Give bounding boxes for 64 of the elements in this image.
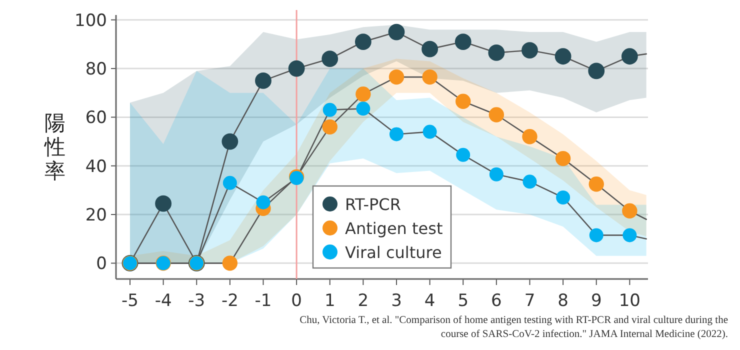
x-tick-label: -5 xyxy=(122,291,138,311)
point xyxy=(554,48,572,65)
point xyxy=(454,34,472,50)
point xyxy=(522,129,538,144)
x-tick-label: 3 xyxy=(391,291,402,311)
point xyxy=(222,176,237,190)
point xyxy=(356,102,370,116)
x-tick-label: 7 xyxy=(524,291,536,311)
x-tick-label: 9 xyxy=(590,291,602,311)
point xyxy=(155,195,172,212)
point xyxy=(388,24,405,40)
y-tick-label: 100 xyxy=(74,10,107,31)
y-tick-label: 20 xyxy=(85,206,107,226)
x-tick-label: 4 xyxy=(424,291,436,311)
point xyxy=(222,256,238,271)
text: Chu, Victoria T., et al. "Comparison of home antigen testing with RT-PCR and viral culture during the course of SARS-CoV-2 infection." JAMA Internal Medicine (2022). xyxy=(298,314,728,342)
x-tick-label: -3 xyxy=(188,291,206,311)
point xyxy=(256,195,270,210)
point xyxy=(622,228,637,242)
point xyxy=(322,50,338,67)
legend-label: Antigen test xyxy=(345,219,443,238)
point xyxy=(422,124,437,139)
point xyxy=(522,174,537,189)
point xyxy=(522,42,538,58)
x-tick-label: 1 xyxy=(324,291,336,311)
point xyxy=(588,176,604,192)
point xyxy=(255,72,272,89)
point xyxy=(621,48,638,65)
y-tick-label: 40 xyxy=(85,156,107,177)
point xyxy=(588,62,605,80)
y-tick-label: 0 xyxy=(96,254,107,274)
point xyxy=(556,190,570,204)
point xyxy=(555,150,571,166)
x-tick-label: 8 xyxy=(558,291,568,311)
x-tick-label: -4 xyxy=(154,291,172,311)
point xyxy=(354,34,372,50)
point xyxy=(422,40,438,58)
y-axis-title: 陽性率 xyxy=(44,111,66,183)
point xyxy=(222,133,238,150)
point xyxy=(389,127,404,142)
legend-label: Viral culture xyxy=(345,243,442,262)
legend-label: RT-PCR xyxy=(345,195,401,214)
point xyxy=(356,86,371,102)
y-tick-label: 60 xyxy=(85,108,107,128)
point xyxy=(422,69,438,85)
point xyxy=(456,94,471,109)
point xyxy=(589,228,604,242)
x-tick-label: 10 xyxy=(618,291,640,311)
point xyxy=(322,102,337,117)
point xyxy=(322,119,338,135)
x-tick-label: 0 xyxy=(291,291,302,311)
point xyxy=(388,69,404,85)
x-tick-label: -2 xyxy=(221,291,238,311)
point xyxy=(489,167,504,182)
x-tick-label: -1 xyxy=(254,291,272,311)
x-tick-label: 5 xyxy=(458,291,469,311)
x-tick-label: 6 xyxy=(491,291,502,311)
y-tick-label: 80 xyxy=(85,60,107,80)
point xyxy=(622,203,638,218)
point xyxy=(488,107,504,122)
point xyxy=(456,148,470,162)
point xyxy=(488,44,505,61)
point xyxy=(288,60,305,77)
x-tick-label: 2 xyxy=(358,291,369,311)
